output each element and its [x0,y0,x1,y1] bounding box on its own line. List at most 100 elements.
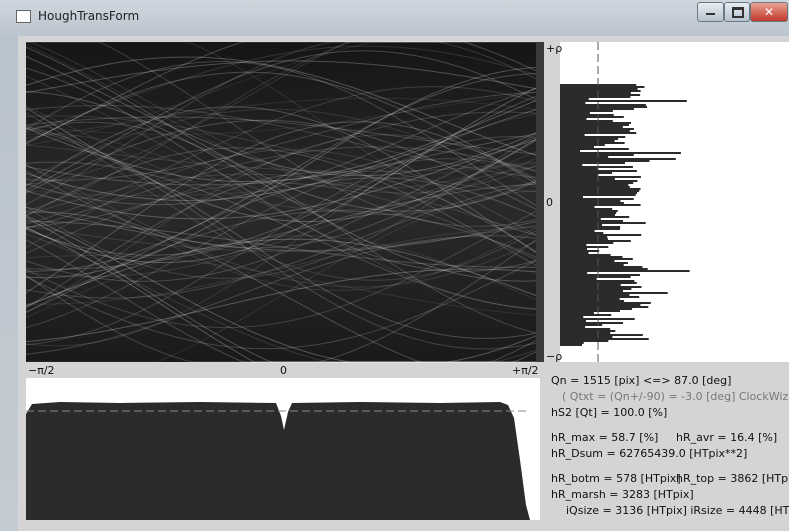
rho-histogram-bar [560,220,623,222]
rho-histogram-bar [560,102,585,104]
rho-histogram-bar [560,258,633,260]
rho-histogram-bar [560,316,583,318]
rho-histogram-bar [560,322,623,324]
rho-histogram-bar [560,340,608,342]
rho-histogram-bar [560,308,632,310]
rho-histogram-bar [560,280,634,282]
rho-histogram-bar [560,88,638,90]
rho-histogram-bar [560,344,582,346]
info-line: hS2 [Qt] = 100.0 [%] [551,406,667,419]
rho-top-label: +ρ [546,42,562,55]
rho-histogram-bar [560,204,641,206]
rho-histogram-bar [560,246,608,248]
rho-histogram-bar [560,152,681,154]
rho-histogram-bar [560,168,597,170]
rho-histogram-bar [560,108,634,110]
rho-histogram-bar [560,278,597,280]
rho-histogram-bar [560,268,648,270]
rho-histogram-bar [560,264,624,266]
rho-histogram-bar [560,180,637,182]
rho-strip [536,42,544,362]
rho-histogram-bar [560,284,621,286]
info-line: hR_avr = 16.4 [%] [676,431,777,444]
rho-histogram-bar [560,274,640,276]
rho-histogram-bar [560,202,624,204]
info-line: hR_top = 3862 [HTpix] [676,472,789,485]
rho-histogram-bar [560,182,633,184]
rho-histogram-bar [560,312,594,314]
rho-histogram-bar [560,190,639,192]
rho-histogram-bar [560,104,646,106]
rho-histogram-bar [560,86,644,88]
rho-histogram-bar [560,206,595,208]
rho-histogram-bar [560,224,602,226]
rho-histogram-bar [560,184,628,186]
rho-histogram-bar [560,242,613,244]
rho-histogram-bar [560,330,615,332]
rho-histogram-bar [560,216,629,218]
info-line: Qn = 1515 [pix] <=> 87.0 [deg] [551,374,731,387]
rho-histogram-bar [560,174,598,176]
rho-histogram-bar [560,238,608,240]
rho-histogram-bar [560,124,629,126]
rho-histogram-bar [560,304,640,306]
rho-histogram-bar [560,332,610,334]
rho-histogram-bar [560,92,631,94]
rho-histogram-bar [560,200,620,202]
rho-histogram-bar [560,232,603,234]
rho-middle-label: 0 [546,196,553,209]
rho-histogram-bar [560,252,589,254]
rho-histogram-bar [560,188,641,190]
rho-histogram-bar [560,162,625,164]
rho-histogram-bar [560,212,616,214]
rho-histogram-bar [560,196,583,198]
rho-histogram-bar [560,150,580,152]
rho-histogram-bar [560,118,587,120]
rho-histogram-bar [560,250,599,252]
rho-histogram-bar [560,292,668,294]
rho-histogram-bar [560,318,635,320]
rho-histogram-bar [560,114,614,116]
rho-histogram-bar [560,222,646,224]
rho-histogram-bar [560,166,633,168]
rho-histogram-bar [560,254,611,256]
rho-histogram-bar [560,194,636,196]
rho-histogram-bar [560,228,620,230]
info-line: hR_botm = 578 [HTpix] [551,472,681,485]
rho-histogram-bar [560,270,690,272]
rho-histogram-bar [560,226,620,228]
rho-histogram-bar [560,248,587,250]
theta-right-label: +π/2 [512,364,539,377]
rho-histogram-bar [560,138,618,140]
rho-histogram-bar [560,208,612,210]
rho-histogram-bar [560,214,615,216]
rho-histogram-bar [560,96,630,98]
rho-histogram-bar [560,286,642,288]
rho-histogram-bar [560,210,618,212]
theta-middle-label: 0 [280,364,287,377]
rho-histogram-bar [560,260,615,262]
rho-histogram-bar [560,146,594,148]
rho-bottom-label: −ρ [546,350,562,363]
info-line: hR_max = 58.7 [%] [551,431,658,444]
rho-histogram-bar [560,120,613,122]
rho-histogram-bar [560,128,634,130]
rho-histogram-bar [560,336,612,338]
rho-histogram-bar [560,272,587,274]
rho-histogram-bar [560,172,612,174]
rho-histogram-bar [560,98,589,100]
rho-histogram-bar [560,302,651,304]
theta-left-label: −π/2 [28,364,55,377]
rho-histogram-bar [560,192,637,194]
info-line: ( Qtxt = (Qn+/-90) = -3.0 [deg] ClockWiz… [562,390,789,403]
rho-histogram-bar [560,164,582,166]
rho-histogram-bar [560,136,625,138]
rho-histogram-bar [560,218,601,220]
rho-histogram-bar [560,170,637,172]
info-line: hR_Dsum = 62765439.0 [HTpix**2] [551,447,747,460]
rho-histogram-bar [560,326,585,328]
rho-histogram-bar [560,110,613,112]
rho-histogram-bar [560,178,615,180]
rho-histogram-bar [560,262,628,264]
rho-histogram-bar [560,122,631,124]
